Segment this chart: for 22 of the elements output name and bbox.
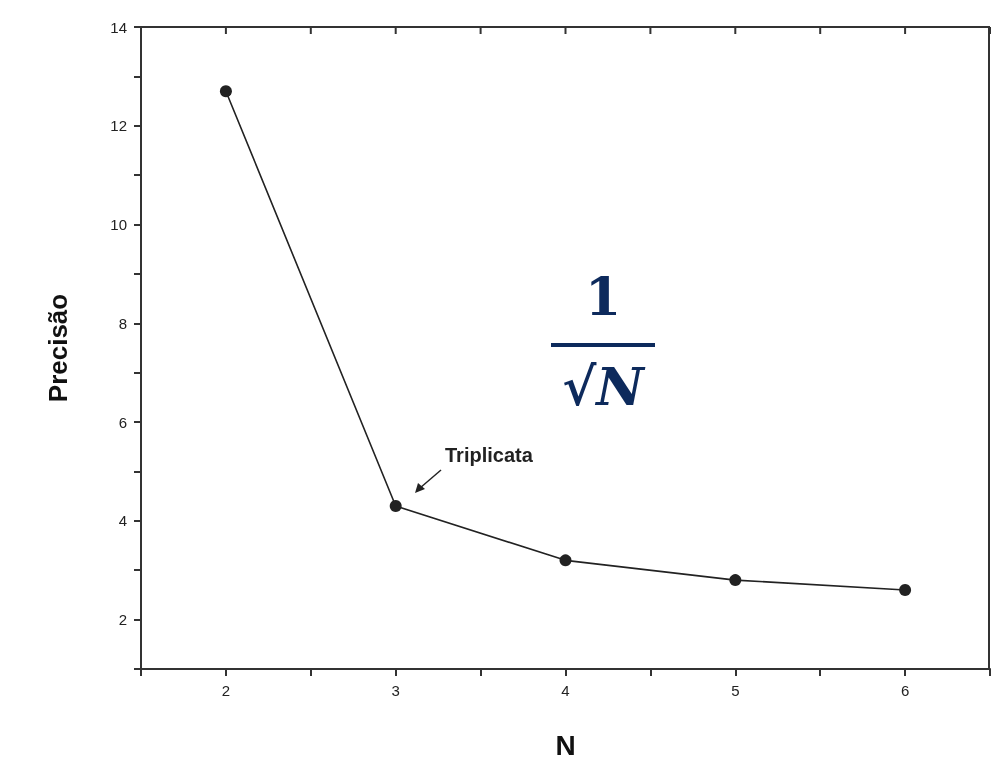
annotation: Triplicata	[445, 444, 534, 466]
y-tick-label: 10	[110, 216, 127, 234]
y-tick-label: 8	[118, 314, 127, 332]
x-tick-label: 2	[221, 682, 231, 699]
y-tick-label: 12	[110, 117, 127, 135]
point	[389, 500, 402, 513]
point	[729, 574, 742, 587]
annotation: √N	[562, 355, 647, 417]
y-tick-label: 14	[110, 18, 127, 36]
x-tick-label: 5	[731, 682, 740, 699]
x-tick-label: 4	[561, 682, 570, 699]
y-tick-label: 4	[118, 512, 127, 530]
y-axis-title: Precisão	[43, 293, 73, 403]
x-axis-title: N	[555, 729, 576, 761]
y-tick-label: 2	[118, 611, 127, 629]
x-tick-label: 3	[391, 682, 400, 699]
annotation: 1	[584, 265, 622, 327]
x-tick-label: 6	[900, 682, 910, 699]
point	[899, 583, 912, 596]
y-tick-label: 6	[118, 413, 127, 431]
point	[559, 554, 572, 567]
point	[219, 85, 232, 98]
